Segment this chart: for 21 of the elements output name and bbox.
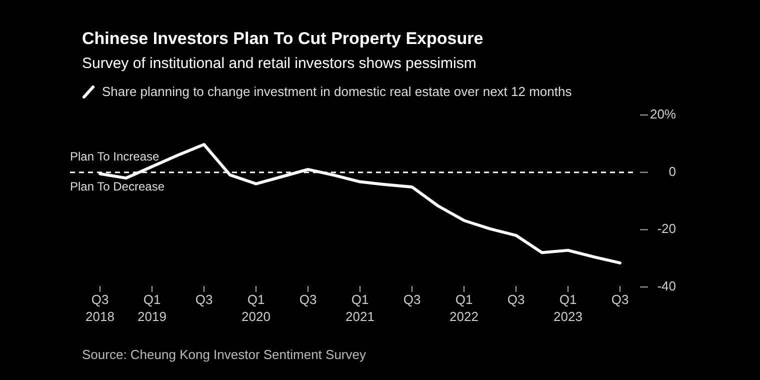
x-tick-label: Q1 2021 bbox=[346, 292, 374, 324]
x-tick-label: Q3 bbox=[611, 292, 629, 307]
x-tick-label: Q1 2023 bbox=[554, 292, 582, 324]
x-tick-label: Q3 bbox=[299, 292, 317, 307]
y-tick-label: -40 bbox=[657, 278, 676, 294]
chart-title: Chinese Investors Plan To Cut Property Exposure bbox=[82, 29, 484, 48]
source-note: Source: Cheung Kong Investor Sentiment Survey bbox=[82, 347, 366, 362]
annotation: Plan To Increase bbox=[70, 149, 160, 164]
legend-label: Share planning to change investment in domestic real estate over next 12 months bbox=[102, 84, 572, 99]
x-tick-label: Q1 2020 bbox=[242, 292, 270, 324]
y-tick-label: 20% bbox=[650, 106, 676, 122]
chart-subtitle: Survey of institutional and retail investors shows pessimism bbox=[82, 55, 476, 72]
annotation: Plan To Decrease bbox=[70, 179, 165, 194]
x-tick-label: Q1 2022 bbox=[450, 292, 478, 324]
y-tick-label: 0 bbox=[668, 164, 676, 179]
x-tick-label: Q1 2019 bbox=[138, 292, 166, 324]
x-tick-label: Q3 bbox=[507, 292, 525, 307]
x-tick-label: Q3 2018 bbox=[86, 292, 114, 324]
x-tick-label: Q3 bbox=[195, 292, 213, 307]
y-tick-label: -20 bbox=[657, 221, 676, 236]
x-tick-label: Q3 bbox=[403, 292, 421, 307]
